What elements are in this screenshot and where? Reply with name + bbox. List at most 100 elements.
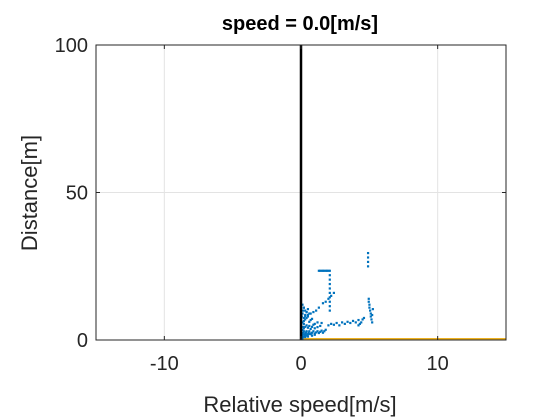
axis-ticks [96, 44, 506, 341]
data-point [328, 296, 331, 299]
data-point [303, 333, 306, 336]
data-point [309, 318, 312, 322]
data-point [306, 326, 310, 329]
data-point [307, 331, 310, 334]
data-point [366, 256, 370, 259]
data-point [312, 310, 315, 314]
data-point [346, 320, 349, 323]
data-point [306, 333, 309, 336]
y-tick-label: 50 [66, 183, 88, 205]
data-point [302, 309, 305, 312]
data-point [302, 319, 305, 323]
data-point [367, 300, 370, 303]
data-point [366, 251, 370, 255]
data-point [304, 331, 307, 334]
data-points [300, 251, 374, 340]
data-point [328, 282, 331, 286]
data-point [338, 324, 341, 327]
data-point [324, 269, 327, 272]
data-point [360, 321, 363, 324]
data-point [328, 305, 331, 308]
data-point [328, 309, 331, 312]
data-point [319, 269, 322, 272]
data-point [358, 322, 361, 325]
data-point [308, 324, 311, 328]
data-point [308, 330, 311, 333]
data-point [321, 269, 325, 272]
data-point [351, 319, 355, 323]
data-point [313, 332, 316, 335]
data-point [308, 312, 311, 315]
x-tick-labels: -10 0 10 [150, 353, 449, 375]
data-point [324, 328, 327, 331]
data-point [312, 323, 315, 326]
data-point [304, 313, 307, 317]
data-point [304, 315, 307, 318]
data-point [301, 333, 304, 336]
y-axis-label: Distance[m] [17, 135, 42, 251]
data-point [317, 269, 320, 272]
data-point [335, 321, 338, 325]
data-point [369, 315, 372, 318]
data-point [304, 332, 307, 335]
data-point [354, 321, 357, 324]
data-point [343, 322, 346, 325]
data-point [310, 317, 314, 320]
data-point [330, 322, 333, 325]
x-tick-label: -10 [150, 353, 179, 375]
data-point [323, 269, 326, 272]
data-point [309, 312, 312, 315]
data-point [302, 331, 305, 334]
data-point [301, 328, 304, 331]
data-point [312, 330, 315, 333]
data-point [349, 321, 352, 325]
data-point [332, 291, 335, 294]
data-point [302, 327, 305, 330]
data-point [320, 269, 323, 272]
data-point [306, 313, 310, 317]
y-tick-label: 100 [55, 35, 88, 57]
data-point [327, 324, 330, 327]
data-point [357, 318, 360, 322]
data-point [306, 335, 310, 338]
data-point [316, 326, 319, 329]
data-point [328, 278, 331, 281]
data-point [371, 321, 374, 324]
data-point [362, 316, 366, 320]
data-point [305, 324, 308, 327]
data-point [368, 306, 371, 309]
data-point [328, 300, 331, 303]
data-point [303, 335, 306, 338]
data-point [319, 330, 322, 333]
data-point [313, 322, 316, 325]
data-point [301, 321, 304, 324]
data-point [328, 287, 331, 290]
data-point [328, 274, 331, 277]
y-tick-labels: 0 50 100 [55, 35, 88, 352]
data-point [370, 318, 373, 321]
data-point [325, 269, 329, 272]
data-point [310, 332, 313, 335]
data-point [310, 325, 314, 328]
data-point [369, 312, 372, 315]
data-point [366, 260, 370, 264]
data-point [357, 324, 360, 327]
x-tick-label: 0 [295, 353, 306, 375]
data-point [327, 297, 330, 300]
data-point [368, 303, 371, 306]
data-point [328, 291, 331, 294]
data-point [305, 316, 308, 320]
data-point [302, 322, 305, 325]
data-point [308, 332, 311, 336]
data-point [302, 316, 305, 320]
data-point [371, 308, 374, 311]
data-point [306, 315, 310, 318]
data-point [324, 300, 327, 303]
data-point [330, 294, 333, 297]
data-point [305, 330, 308, 333]
data-point [304, 325, 307, 328]
data-point [317, 331, 320, 335]
y-tick-label: 0 [77, 330, 88, 352]
data-point [367, 297, 370, 300]
